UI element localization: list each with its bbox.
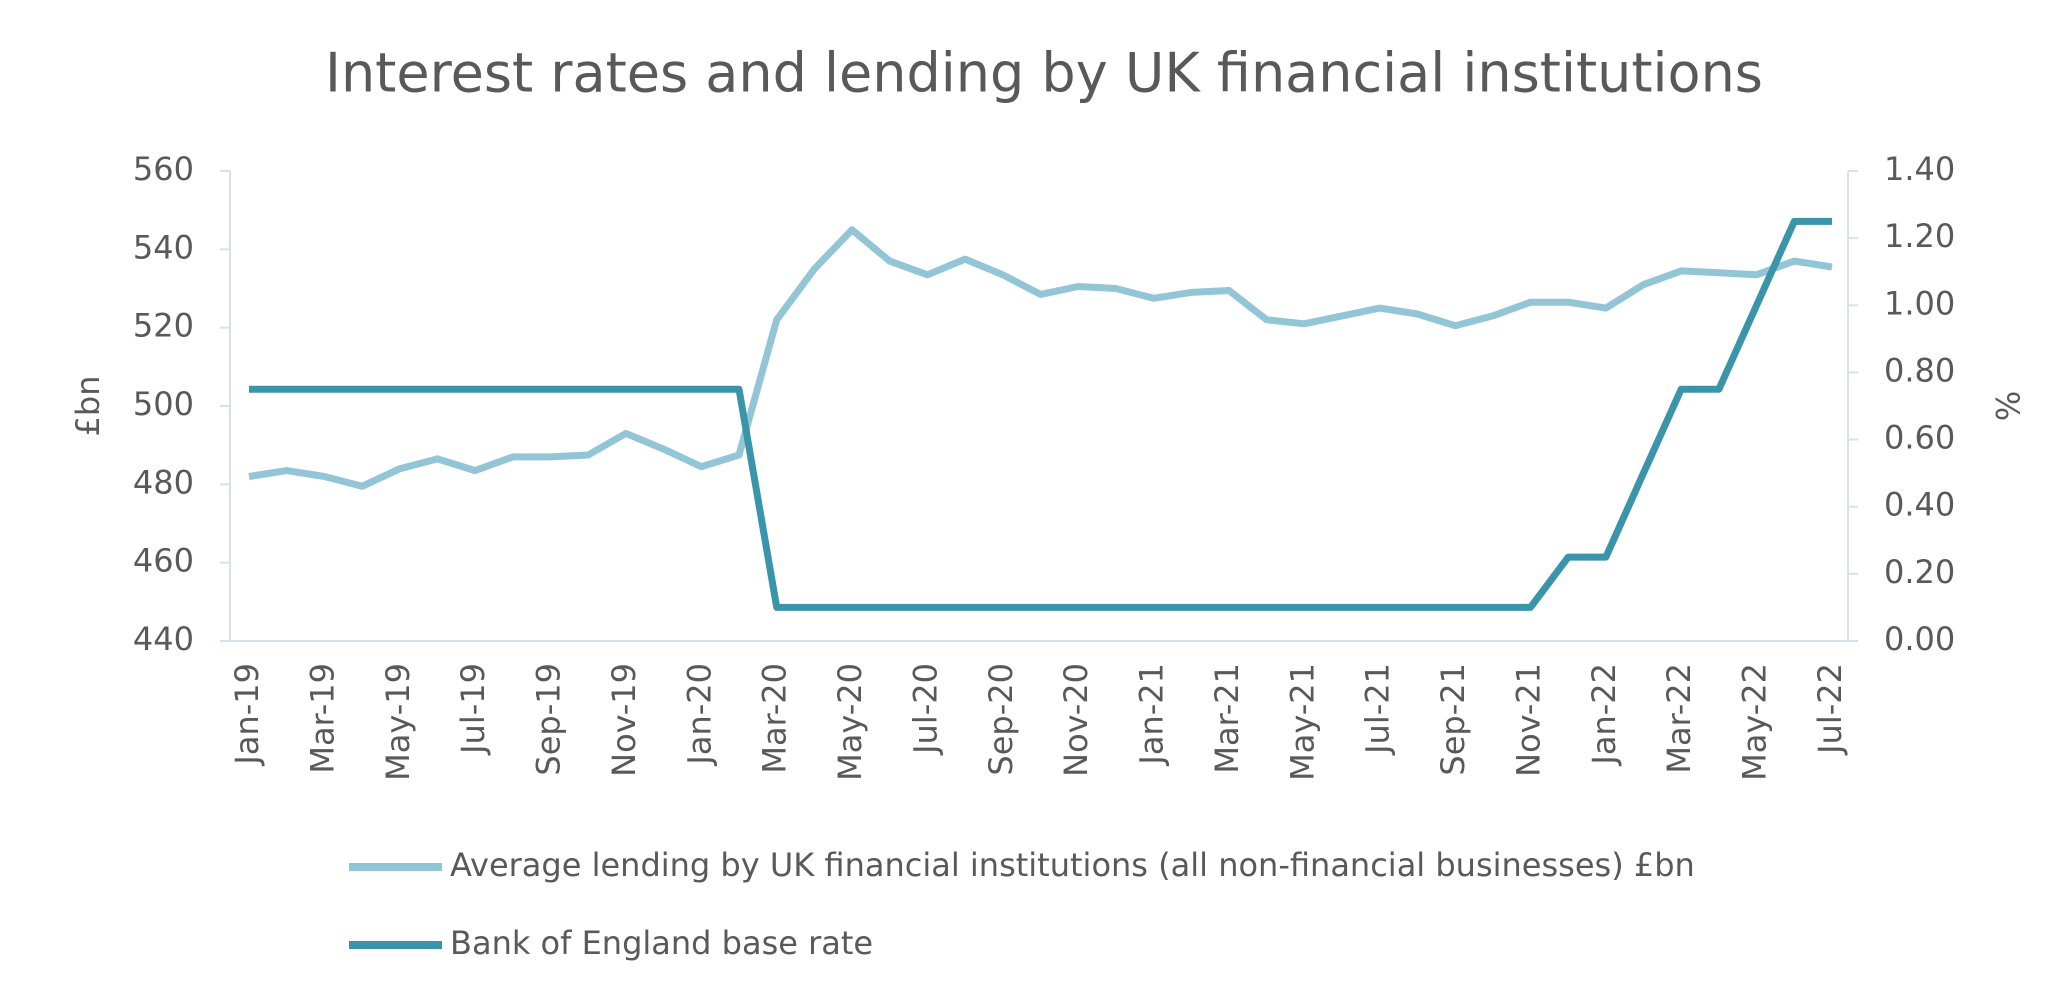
y2-tick-label: 0.40 xyxy=(1884,486,1955,524)
x-tick-label: Sep-21 xyxy=(1434,663,1472,776)
x-tick-label: May-21 xyxy=(1283,663,1321,781)
legend-label: Bank of England base rate xyxy=(450,924,873,962)
x-tick-label: Mar-19 xyxy=(303,663,341,774)
x-tick-label: May-20 xyxy=(831,663,869,781)
x-tick-label: Jul-22 xyxy=(1811,663,1849,756)
y-tick-label: 460 xyxy=(133,542,194,580)
y2-tick-label: 0.20 xyxy=(1884,553,1955,591)
x-tick-label: Jul-19 xyxy=(454,663,492,756)
y-tick-label: 560 xyxy=(133,150,194,188)
x-tick-label: Mar-21 xyxy=(1208,663,1246,774)
legend-label: Average lending by UK financial institut… xyxy=(450,846,1695,884)
x-tick-label: Mar-22 xyxy=(1660,663,1698,774)
x-tick-label: May-22 xyxy=(1736,663,1774,781)
chart-title: Interest rates and lending by UK financi… xyxy=(325,42,1763,105)
y-tick-label: 440 xyxy=(133,620,194,658)
x-tick-label: Mar-20 xyxy=(756,663,794,774)
x-tick-label: Nov-21 xyxy=(1509,663,1547,777)
x-tick-label: Nov-19 xyxy=(605,663,643,777)
y2-axis-label: % xyxy=(1988,391,2026,421)
x-tick-label: Jan-21 xyxy=(1133,663,1171,767)
x-tick-label: Sep-19 xyxy=(530,663,568,776)
x-tick-label: Jul-21 xyxy=(1359,663,1397,756)
series-line xyxy=(248,226,1833,490)
x-tick-label: Jan-20 xyxy=(680,663,718,767)
x-tick-label: Jan-19 xyxy=(228,663,266,767)
y-tick-label: 520 xyxy=(133,307,194,345)
y-axis-label: £bn xyxy=(69,376,107,437)
x-tick-label: Sep-20 xyxy=(982,663,1020,776)
y2-tick-label: 1.20 xyxy=(1884,217,1955,255)
x-tick-label: May-19 xyxy=(379,663,417,781)
y-tick-label: 500 xyxy=(133,385,194,423)
y-tick-label: 480 xyxy=(133,463,194,501)
y2-tick-label: 1.40 xyxy=(1884,150,1955,188)
y2-tick-label: 0.00 xyxy=(1884,620,1955,658)
y2-tick-label: 0.60 xyxy=(1884,419,1955,457)
x-tick-label: Nov-20 xyxy=(1057,663,1095,777)
series-line xyxy=(249,217,1832,611)
y-tick-label: 540 xyxy=(133,228,194,266)
x-tick-label: Jan-22 xyxy=(1585,663,1623,767)
y2-tick-label: 0.80 xyxy=(1884,351,1955,389)
x-tick-label: Jul-20 xyxy=(906,663,944,756)
y2-tick-label: 1.00 xyxy=(1884,284,1955,322)
